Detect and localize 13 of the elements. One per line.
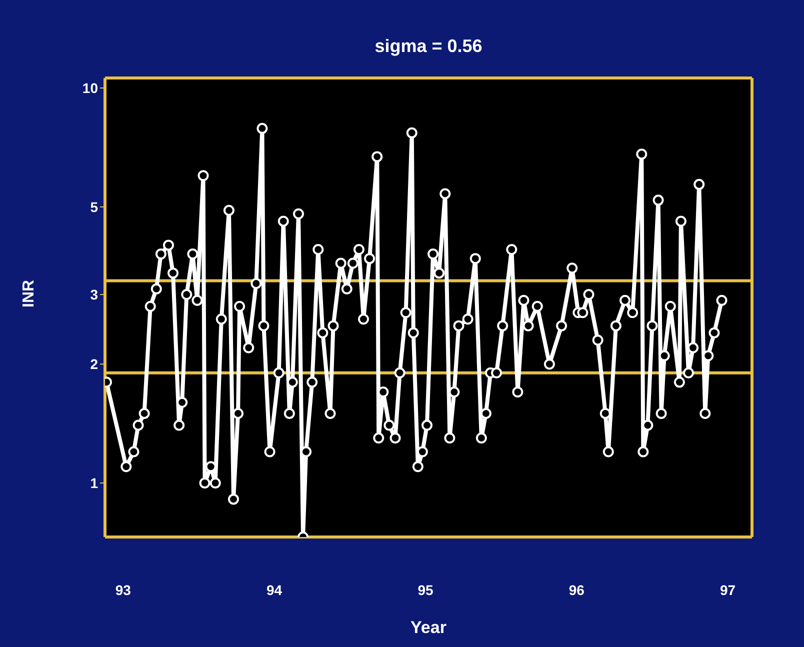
y-tick-label: 10 — [82, 80, 98, 96]
x-tick-label: 95 — [418, 582, 434, 598]
x-axis-title: Year — [410, 618, 447, 637]
y-tick-label: 5 — [90, 198, 98, 215]
x-tick-label: 97 — [720, 582, 736, 598]
x-tick-label: 94 — [266, 582, 282, 598]
x-tick-label: 93 — [115, 582, 132, 598]
y-axis-title: INR — [20, 280, 38, 308]
y-tick-label: 1 — [90, 474, 98, 491]
chart-title: sigma = 0.56 — [374, 36, 484, 57]
y-tick-label: 2 — [90, 356, 98, 372]
y-tick-label: 3 — [90, 286, 98, 303]
x-tick-label: 96 — [568, 582, 585, 598]
